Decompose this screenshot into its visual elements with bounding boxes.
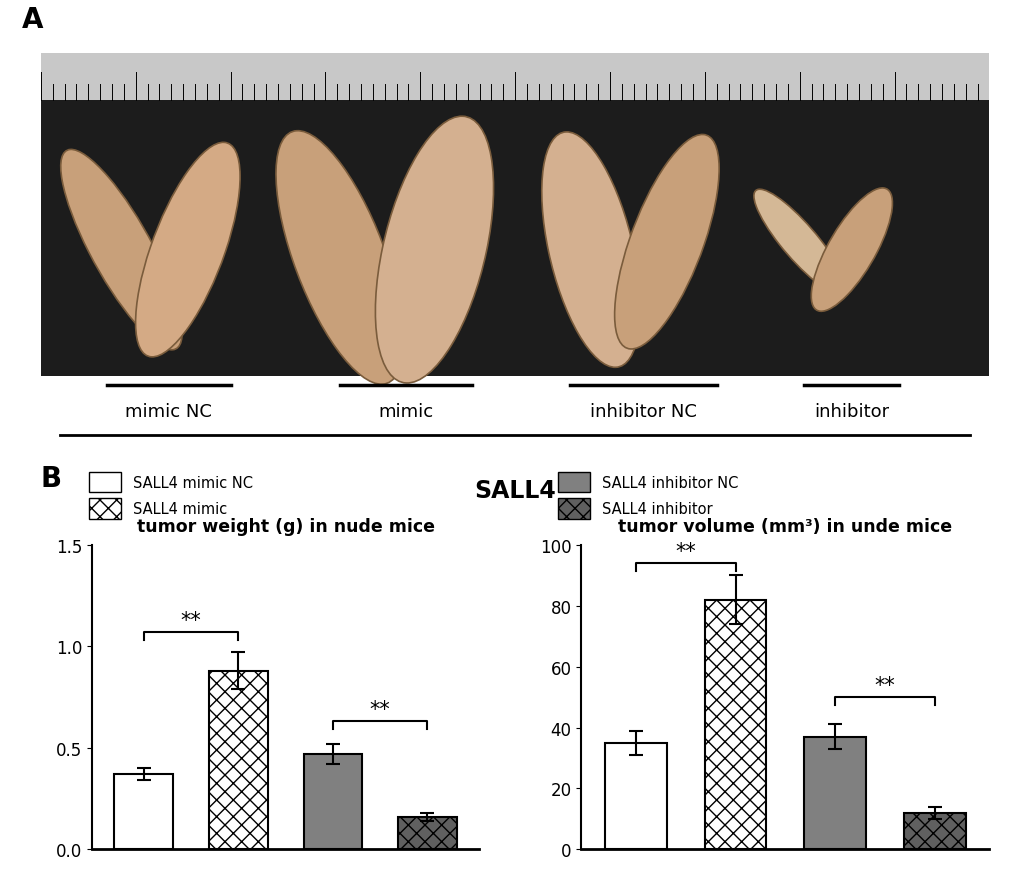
Text: inhibitor NC: inhibitor NC xyxy=(589,402,696,420)
Text: inhibitor: inhibitor xyxy=(813,402,889,420)
Bar xyxy=(804,737,865,849)
Bar xyxy=(397,817,457,849)
Legend: SALL4 inhibitor NC, SALL4 inhibitor: SALL4 inhibitor NC, SALL4 inhibitor xyxy=(557,472,738,519)
Title: tumor volume (mm³) in unde mice: tumor volume (mm³) in unde mice xyxy=(618,518,952,536)
Text: B: B xyxy=(41,465,62,493)
Ellipse shape xyxy=(810,189,892,312)
Text: **: ** xyxy=(180,610,201,630)
Title: tumor weight (g) in nude mice: tumor weight (g) in nude mice xyxy=(137,518,434,536)
Ellipse shape xyxy=(753,190,845,295)
Ellipse shape xyxy=(541,132,640,368)
Bar xyxy=(704,600,765,849)
Ellipse shape xyxy=(136,143,239,358)
Bar xyxy=(604,743,666,849)
Ellipse shape xyxy=(276,131,403,384)
Ellipse shape xyxy=(375,117,493,384)
Text: **: ** xyxy=(873,675,895,695)
Bar xyxy=(903,813,965,849)
Text: mimic: mimic xyxy=(378,402,433,420)
Bar xyxy=(304,754,362,849)
Text: mimic NC: mimic NC xyxy=(125,402,212,420)
Text: SALL4: SALL4 xyxy=(474,478,555,502)
Bar xyxy=(209,671,267,849)
Ellipse shape xyxy=(61,150,182,350)
Bar xyxy=(41,54,988,101)
Bar xyxy=(41,54,988,376)
Bar xyxy=(114,774,173,849)
Text: A: A xyxy=(21,6,43,34)
Legend: SALL4 mimic NC, SALL4 mimic: SALL4 mimic NC, SALL4 mimic xyxy=(89,472,253,519)
Text: **: ** xyxy=(370,699,390,719)
Text: **: ** xyxy=(675,541,696,561)
Ellipse shape xyxy=(614,135,718,350)
